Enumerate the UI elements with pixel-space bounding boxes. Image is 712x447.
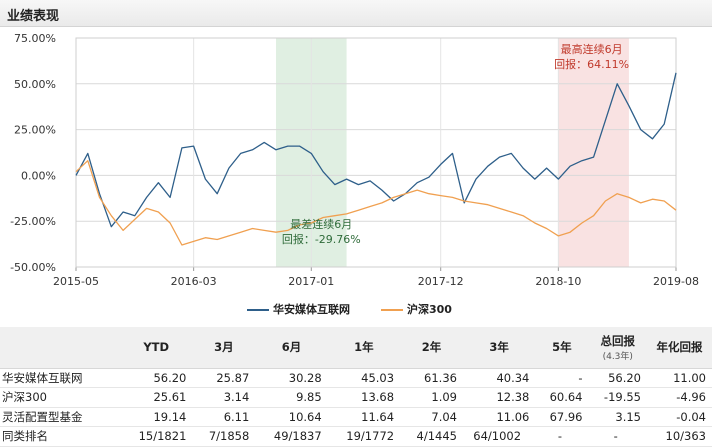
table-header-3y: 3年 [462,327,536,369]
cell-total: -19.55 [588,387,647,408]
table-header-total-return: 总回报 (4.3年) [588,327,647,369]
performance-table: YTD 3月 6月 1年 2年 3年 5年 总回报 (4.3年) 年化回报 华安… [0,327,712,447]
highlight-band-1 [558,38,629,267]
row-name: 灵活配置型基金 [0,407,120,427]
plot-frame [75,37,677,268]
cell-6m: 9.85 [255,387,328,408]
total-return-period: (4.3年) [602,351,633,362]
performance-chart: 75.00%50.00%25.00%0.00%-25.00%-50.00%201… [10,32,699,288]
y-tick-label: 50.00% [14,78,56,91]
x-tick-label: 2017-01 [288,275,334,288]
cell-3y: 40.34 [462,368,536,388]
cell-3m: 7/1858 [192,426,256,447]
table-header-5y: 5年 [535,327,589,369]
table-row: 灵活配置型基金 19.14 6.11 10.64 11.64 7.04 11.0… [0,407,712,427]
table-header-6m: 6月 [255,327,328,369]
cell-1y: 11.64 [327,407,401,427]
best-6m-label: 最高连续6月 [561,42,623,56]
cell-3y: 11.06 [462,407,536,427]
cell-1y: 45.03 [327,368,401,388]
worst-6m-return: 回报：-29.76% [282,232,361,246]
x-tick-label: 2019-08 [653,275,699,288]
y-tick-label: 0.00% [21,169,56,182]
cell-3m: 25.87 [192,368,256,388]
cell-3m: 6.11 [192,407,256,427]
y-tick-label: -50.00% [10,261,56,274]
legend-label-fund: 华安媒体互联网 [273,303,350,316]
cell-3y: 64/1002 [462,426,536,447]
x-tick-label: 2015-05 [53,275,99,288]
cell-total: - [588,426,647,447]
cell-5y: - [535,368,589,388]
cell-3y: 12.38 [462,387,536,408]
table-header-1y: 1年 [327,327,401,369]
y-tick-label: 25.00% [14,124,56,137]
cell-annualized: -0.04 [647,407,712,427]
legend-item-fund[interactable]: 华安媒体互联网 [247,301,350,317]
row-name: 华安媒体互联网 [0,368,120,388]
cell-ytd: 15/1821 [120,426,193,447]
cell-2y: 1.09 [400,387,463,408]
row-name: 同类排名 [0,426,120,447]
total-return-label: 总回报 [600,333,636,348]
table-row: 华安媒体互联网 56.20 25.87 30.28 45.03 61.36 40… [0,368,712,388]
legend-label-index: 沪深300 [407,303,452,316]
table-header-3m: 3月 [192,327,256,369]
table-row: 沪深300 25.61 3.14 9.85 13.68 1.09 12.38 6… [0,387,712,408]
cell-annualized: 11.00 [647,368,712,388]
cell-5y: 67.96 [535,407,589,427]
cell-total: 56.20 [588,368,647,388]
worst-6m-label: 最差连续6月 [290,217,352,231]
cell-6m: 10.64 [255,407,328,427]
series-line-fund [75,72,677,228]
x-tick-label: 2017-12 [418,275,464,288]
cell-2y: 4/1445 [400,426,463,447]
cell-6m: 30.28 [255,368,328,388]
cell-5y: - [535,426,589,447]
table-row: 同类排名 15/1821 7/1858 49/1837 19/1772 4/14… [0,426,712,447]
cell-6m: 49/1837 [255,426,328,447]
cell-ytd: 56.20 [120,368,193,388]
cell-total: 3.15 [588,407,647,427]
x-tick-label: 2018-10 [535,275,581,288]
x-tick-label: 2016-03 [171,275,217,288]
legend-swatch-fund [247,309,269,311]
table-header-ytd: YTD [120,327,193,369]
cell-ytd: 19.14 [120,407,193,427]
y-tick-label: -25.00% [10,215,56,228]
cell-annualized: 10/363 [647,426,712,447]
table-header-row: YTD 3月 6月 1年 2年 3年 5年 总回报 (4.3年) 年化回报 [0,327,712,369]
section-title: 业绩表现 [7,9,60,24]
cell-2y: 61.36 [400,368,463,388]
y-tick-label: 75.00% [14,32,56,45]
series-line-index [75,160,677,246]
cell-3m: 3.14 [192,387,256,408]
cell-annualized: -4.96 [647,387,712,408]
chart-legend: 华安媒体互联网 沪深300 [0,301,712,319]
cell-1y: 13.68 [327,387,401,408]
table-header-name [0,327,120,369]
legend-item-index[interactable]: 沪深300 [381,301,452,317]
cell-5y: 60.64 [535,387,589,408]
cell-1y: 19/1772 [327,426,401,447]
row-name: 沪深300 [0,387,120,408]
table-header-annualized: 年化回报 [647,327,712,369]
best-6m-return: 回报：64.11% [554,57,629,71]
cell-2y: 7.04 [400,407,463,427]
table-header-2y: 2年 [400,327,463,369]
legend-swatch-index [381,309,403,311]
cell-ytd: 25.61 [120,387,193,408]
section-header: 业绩表现 [0,0,712,27]
